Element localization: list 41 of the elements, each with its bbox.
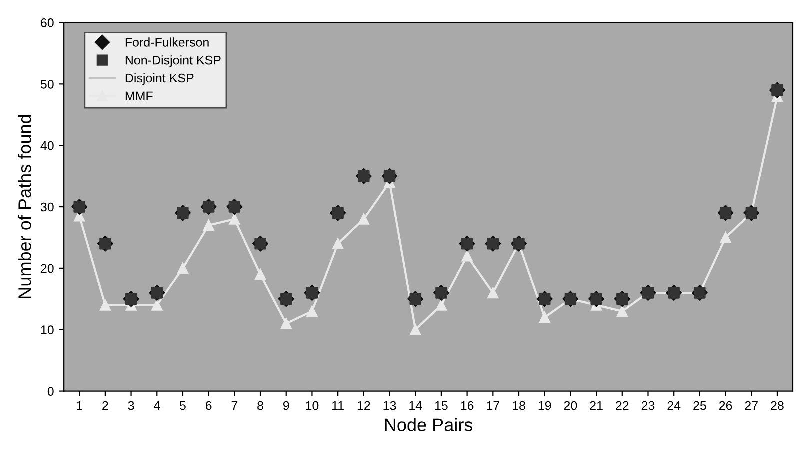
y-tick-label: 60: [41, 18, 54, 28]
x-tick-label: 2: [102, 401, 108, 410]
x-tick-label: 8: [258, 401, 264, 410]
y-tick-label: 40: [40, 141, 54, 150]
x-tick-label: 3: [128, 401, 134, 410]
x-tick-label: 25: [694, 401, 706, 410]
x-tick-label: 12: [358, 401, 370, 410]
x-tick-label: 9: [283, 401, 290, 410]
x-tick-label: 27: [745, 401, 758, 410]
x-tick-label: 1: [77, 401, 82, 410]
x-axis-title: Node Pairs: [385, 418, 473, 432]
y-tick-label: 50: [40, 80, 54, 89]
x-tick-label: 7: [232, 401, 238, 410]
x-tick-label: 24: [668, 401, 681, 410]
legend-label: Disjoint KSP: [126, 73, 194, 86]
y-tick-label: 20: [41, 264, 54, 274]
x-tick-label: 22: [616, 401, 629, 410]
x-tick-label: 28: [771, 401, 784, 410]
y-tick-label: 0: [48, 387, 54, 396]
legend-label: Ford-Fulkerson: [126, 38, 209, 47]
legend-label: MMF: [126, 92, 153, 100]
x-tick-label: 5: [180, 401, 186, 410]
x-tick-label: 11: [332, 401, 344, 410]
x-tick-label: 23: [642, 401, 655, 410]
x-tick-label: 15: [435, 401, 448, 410]
x-tick-label: 26: [719, 401, 732, 410]
x-tick-label: 14: [410, 401, 422, 410]
x-tick-label: 4: [154, 401, 160, 410]
legend-label: Non-Disjoint KSP: [126, 56, 221, 68]
x-tick-label: 13: [384, 401, 396, 410]
x-tick-label: 20: [564, 401, 578, 410]
y-axis-title: Number of Paths found: [18, 115, 32, 298]
x-tick-label: 10: [306, 401, 319, 410]
x-tick-label: 6: [206, 401, 212, 410]
x-tick-label: 17: [487, 401, 500, 410]
x-tick-label: 19: [538, 401, 552, 410]
x-tick-label: 16: [461, 401, 474, 410]
y-tick-label: 10: [41, 326, 54, 335]
x-tick-label: 18: [513, 401, 526, 410]
y-tick-label: 30: [40, 202, 54, 212]
x-tick-label: 21: [590, 401, 603, 410]
